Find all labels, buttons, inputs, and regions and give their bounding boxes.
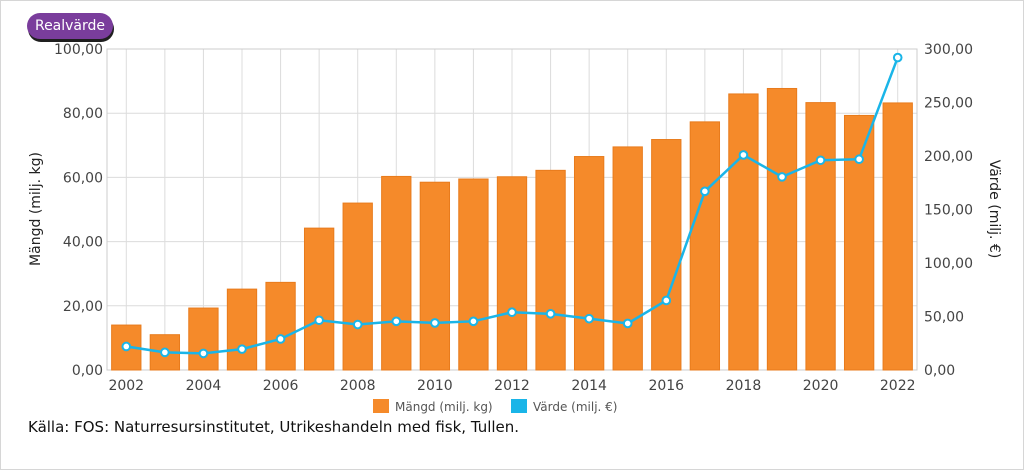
line-point-value (121, 341, 132, 352)
bar-quantity (882, 102, 913, 371)
bar-quantity (535, 169, 566, 371)
real-value-badge[interactable]: Realvärde (27, 13, 113, 39)
legend-label-quantity: Mängd (milj. kg) (395, 400, 493, 414)
bar-quantity (651, 139, 682, 371)
line-point-value (314, 315, 324, 326)
y-tick-label-right: 200,00 (924, 149, 973, 165)
y-axis-title-left: Mängd (milj. kg) (28, 152, 44, 266)
y-tick-label-left: 20,00 (63, 299, 103, 315)
y-tick-label-right: 250,00 (924, 96, 973, 112)
line-point-value (700, 186, 710, 197)
y-tick-label-left: 80,00 (63, 106, 103, 122)
x-tick-label: 2014 (571, 378, 607, 394)
y-tick-label-right: 300,00 (924, 42, 973, 58)
x-tick-label: 2004 (186, 378, 222, 394)
line-point-value (622, 318, 633, 329)
bar-quantity (573, 156, 605, 371)
y-tick-label-right: 100,00 (924, 256, 973, 272)
bar-quantity (226, 288, 258, 371)
x-tick-label: 2018 (726, 378, 762, 394)
y-tick-label-left: 100,00 (54, 42, 103, 58)
bar-quantity (766, 87, 798, 371)
line-point-value (661, 295, 672, 306)
legend-swatch-quantity (373, 399, 389, 413)
x-tick-label: 2022 (880, 378, 916, 394)
y-tick-label-right: 150,00 (924, 203, 973, 219)
bar-quantity (458, 178, 489, 371)
line-point-value (815, 155, 826, 166)
line-point-value (854, 154, 864, 165)
bar-quantity (612, 146, 643, 371)
line-point-value (545, 309, 556, 319)
bar-quantity (342, 202, 373, 371)
line-point-value (507, 307, 517, 318)
x-tick-label: 2012 (494, 378, 530, 394)
line-point-value (198, 348, 209, 359)
line-point-value (352, 319, 363, 330)
bar-quantity (303, 227, 335, 371)
line-point-value (160, 347, 170, 358)
line-point-value (237, 344, 247, 354)
x-tick-label: 2002 (108, 378, 144, 394)
x-tick-label: 2020 (803, 378, 839, 394)
legend-label-value: Värde (milj. €) (533, 400, 618, 414)
line-point-value (275, 334, 286, 344)
bar-quantity (419, 181, 451, 371)
source-note: Källa: FOS: Naturresursinstitutet, Utrik… (28, 418, 520, 436)
y-axis-title-right: Värde (milj. €) (986, 160, 1002, 259)
y-tick-label-left: 0,00 (72, 363, 103, 379)
y-tick-label-right: 50,00 (924, 310, 964, 326)
bar-quantity (843, 114, 875, 371)
x-tick-label: 2010 (417, 378, 453, 394)
line-point-value (777, 172, 787, 182)
y-tick-label-left: 60,00 (63, 170, 103, 186)
legend-swatch-value (511, 399, 527, 413)
line-point-value (584, 313, 594, 324)
line-point-value (430, 318, 440, 328)
line-point-value (391, 316, 402, 327)
bar-quantity (265, 281, 296, 371)
bar-quantity (805, 102, 836, 371)
line-point-value (892, 52, 903, 63)
bar-quantity (728, 93, 759, 371)
line-point-value (738, 150, 749, 160)
x-tick-label: 2008 (340, 378, 376, 394)
bar-quantity (188, 307, 219, 371)
y-tick-label-right: 0,00 (924, 363, 955, 379)
x-tick-label: 2016 (648, 378, 684, 394)
y-tick-label-left: 40,00 (63, 235, 103, 251)
bar-quantity (689, 121, 721, 371)
bar-quantity (496, 176, 528, 371)
line-point-value (468, 316, 479, 327)
x-tick-label: 2006 (263, 378, 299, 394)
bar-quantity (381, 175, 412, 371)
